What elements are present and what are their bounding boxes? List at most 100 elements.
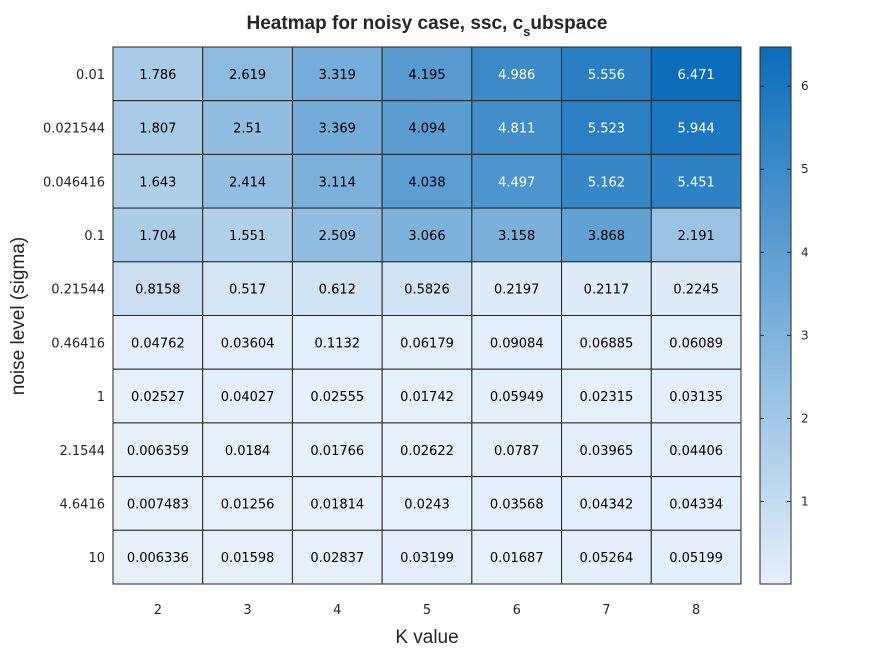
- cell-value-label: 0.01766: [310, 444, 364, 459]
- heatmap-cell: [381, 207, 473, 263]
- heatmap-cell: [202, 153, 293, 209]
- cell-value-label: 0.03965: [580, 444, 634, 459]
- cell-value-label: 0.04762: [131, 336, 185, 351]
- colorbar-gradient: [759, 46, 792, 585]
- cell-value-label: 0.007483: [127, 497, 189, 512]
- cell-value-label: 2.414: [229, 175, 266, 190]
- heatmap-cell: [112, 261, 204, 316]
- y-tick-label: 10: [88, 551, 105, 566]
- cell-value-label: 5.451: [678, 175, 715, 190]
- colorbar-tick-label: 5: [801, 162, 809, 176]
- y-tick-label: 0.1: [84, 229, 105, 244]
- cell-value-label: 0.02527: [131, 390, 185, 405]
- heatmap-cell: [650, 207, 742, 263]
- cell-value-label: 0.09084: [490, 336, 544, 351]
- heatmap-cell: [202, 46, 293, 102]
- cell-value-label: 0.612: [319, 283, 356, 298]
- cell-value-label: 0.01256: [221, 497, 275, 512]
- y-tick-label: 0.21544: [51, 283, 105, 298]
- cell-value-label: 2.51: [233, 122, 262, 137]
- cell-value-label: 0.05264: [580, 551, 634, 566]
- cell-value-label: 0.2117: [584, 283, 630, 298]
- colorbar-tick-label: 4: [801, 245, 809, 259]
- cell-value-label: 3.114: [319, 175, 356, 190]
- cell-value-label: 1.786: [139, 68, 176, 83]
- cell-value-label: 0.01742: [400, 390, 454, 405]
- y-axis-label: noise level (sigma): [8, 237, 29, 395]
- cell-value-label: 0.02622: [400, 444, 454, 459]
- cell-value-label: 0.01814: [310, 497, 364, 512]
- x-tick-label: 8: [692, 603, 700, 618]
- cell-value-label: 0.06179: [400, 336, 454, 351]
- heatmap-cell: [650, 153, 742, 209]
- cell-value-label: 4.497: [498, 175, 535, 190]
- heatmap-cell: [381, 46, 473, 102]
- cell-value-label: 0.01598: [221, 551, 275, 566]
- heatmap-cell: [202, 422, 293, 478]
- cell-value-label: 0.04027: [221, 390, 275, 405]
- heatmap-cell: [471, 476, 563, 531]
- cell-value-label: 0.06089: [669, 336, 723, 351]
- y-tick-label: 0.46416: [51, 336, 105, 351]
- heatmap-cell: [471, 153, 563, 209]
- x-tick-label: 3: [243, 603, 251, 618]
- heatmap-cell: [202, 315, 293, 370]
- cell-value-label: 0.02555: [310, 390, 364, 405]
- cell-value-label: 3.066: [408, 229, 445, 244]
- cell-value-label: 1.643: [139, 175, 176, 190]
- cell-value-label: 4.038: [408, 175, 445, 190]
- heatmap-cell: [471, 100, 563, 155]
- heatmap-cell: [471, 422, 563, 478]
- cell-value-label: 1.704: [139, 229, 176, 244]
- cell-value-label: 3.369: [319, 122, 356, 137]
- cell-value-label: 3.319: [319, 68, 356, 83]
- cell-value-label: 0.02837: [310, 551, 364, 566]
- heatmap-cell: [381, 153, 473, 209]
- cell-value-label: 2.191: [678, 229, 715, 244]
- cell-value-label: 0.04406: [669, 444, 723, 459]
- heatmap-cell: [112, 422, 204, 478]
- y-tick-label: 2.1544: [60, 444, 106, 459]
- cell-value-label: 0.006359: [127, 444, 189, 459]
- heatmap-cell: [112, 100, 204, 155]
- cell-value-label: 3.868: [588, 229, 625, 244]
- cell-value-label: 5.556: [588, 68, 625, 83]
- cell-value-label: 0.03604: [221, 336, 275, 351]
- y-tick-label: 0.01: [76, 68, 105, 83]
- heatmap-cell: [561, 46, 652, 102]
- heatmap-cells: 1.786 2.619 3.319 4.195 4.986 5.556 6.471 1.807…: [112, 46, 742, 585]
- y-tick-label: 1: [97, 390, 105, 405]
- x-tick-labels: 2 3 4 5 6 7 8: [154, 603, 701, 618]
- heatmap-cell: [650, 315, 742, 370]
- x-tick-label: 5: [423, 603, 431, 618]
- cell-value-label: 0.0184: [225, 444, 271, 459]
- chart-title: Heatmap for noisy case, ssc, csubspace: [246, 13, 607, 39]
- cell-value-label: 1.551: [229, 229, 266, 244]
- cell-value-label: 0.517: [229, 283, 266, 298]
- cell-value-label: 0.03568: [490, 497, 544, 512]
- chart-title-subscript: s: [523, 24, 530, 39]
- heatmap-cell: [291, 261, 383, 316]
- cell-value-label: 0.04334: [669, 497, 723, 512]
- cell-value-label: 0.04342: [580, 497, 634, 512]
- colorbar-tick-label: 1: [801, 494, 809, 508]
- heatmap-cell: [561, 368, 652, 424]
- cell-value-label: 0.8158: [135, 283, 181, 298]
- heatmap-cell: [561, 207, 652, 263]
- heatmap-cell: [112, 315, 204, 370]
- cell-value-label: 4.811: [498, 122, 535, 137]
- heatmap-cell: [650, 529, 742, 585]
- cell-value-label: 0.2197: [494, 283, 540, 298]
- cell-value-label: 0.06885: [580, 336, 634, 351]
- x-tick-label: 6: [513, 603, 521, 618]
- cell-value-label: 5.162: [588, 175, 625, 190]
- colorbar-tick-label: 2: [801, 411, 809, 425]
- heatmap-cell: [650, 422, 742, 478]
- colorbar-tick-label: 3: [801, 328, 809, 342]
- heatmap-cell: [381, 368, 473, 424]
- y-tick-label: 0.021544: [43, 122, 105, 137]
- cell-value-label: 5.523: [588, 122, 625, 137]
- heatmap-cell: [291, 153, 383, 209]
- cell-value-label: 0.03199: [400, 551, 454, 566]
